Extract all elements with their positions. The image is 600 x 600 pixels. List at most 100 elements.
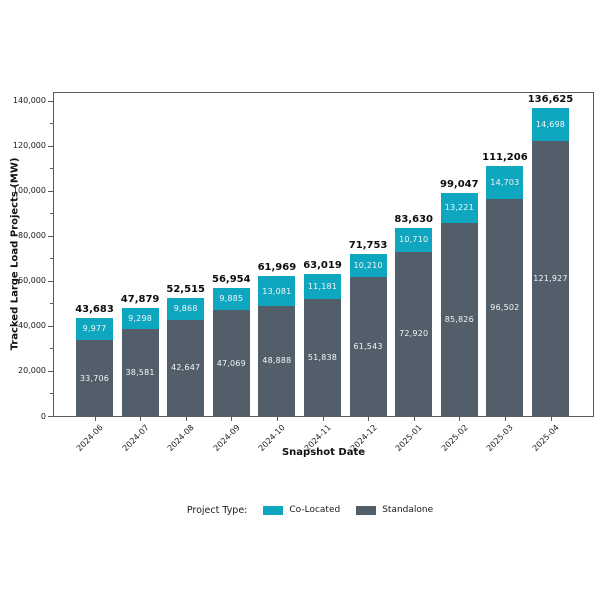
bar-total-label: 61,969 <box>257 262 297 274</box>
standalone-value-label: 48,888 <box>262 356 292 366</box>
standalone-swatch <box>356 505 377 515</box>
x-tick-mark <box>504 417 506 421</box>
co-located-value-label: 14,698 <box>535 120 566 130</box>
bar-segment-standalone: 96,502 <box>486 198 524 416</box>
co-located-value-label: 10,210 <box>353 261 383 271</box>
y-tick-mark <box>48 235 53 237</box>
standalone-value-label: 121,927 <box>533 274 568 284</box>
y-tick-label: 80,000 <box>18 231 46 241</box>
bar-total-label: 136,625 <box>527 94 574 106</box>
co-located-value-label: 9,977 <box>82 324 107 334</box>
bar-segment-standalone: 38,581 <box>121 329 159 416</box>
y-tick-mark <box>48 370 53 372</box>
y-minor-tick-mark <box>50 303 53 305</box>
bar-segment-co-located: 13,081 <box>258 276 296 306</box>
bar-segment-co-located: 14,703 <box>486 165 524 199</box>
y-tick-label: 0 <box>40 411 46 421</box>
y-minor-tick-mark <box>50 213 53 215</box>
bar-segment-standalone: 48,888 <box>258 305 296 416</box>
y-minor-tick-mark <box>50 348 53 350</box>
legend: Project Type: Co-Located Standalone <box>0 501 600 519</box>
bar-total-label: 111,206 <box>482 151 528 163</box>
bar-segment-standalone: 42,647 <box>167 319 205 416</box>
co-located-swatch <box>263 505 284 515</box>
y-tick-mark <box>48 416 53 417</box>
bar-segment-co-located: 14,698 <box>532 108 569 142</box>
standalone-value-label: 61,543 <box>353 342 383 352</box>
bar-segment-standalone: 33,706 <box>76 340 113 416</box>
legend-title: Project Type: <box>186 504 248 516</box>
bar-total-label: 83,630 <box>394 213 433 225</box>
x-tick-mark <box>185 417 187 421</box>
co-located-value-label: 10,710 <box>399 235 429 245</box>
standalone-value-label: 47,069 <box>216 358 246 368</box>
standalone-value-label: 42,647 <box>171 363 201 373</box>
co-located-value-label: 11,181 <box>307 282 338 292</box>
bar-segment-co-located: 11,181 <box>304 274 341 300</box>
x-tick-mark <box>94 417 96 421</box>
x-axis-title: Snapshot Date <box>281 447 366 458</box>
standalone-value-label: 38,581 <box>125 368 155 378</box>
x-tick-mark <box>550 417 552 421</box>
bar-segment-standalone: 47,069 <box>212 310 250 416</box>
y-tick-label: 120,000 <box>12 141 46 151</box>
co-located-value-label: 14,703 <box>490 177 520 187</box>
plot-area: 33,706 9,977 43,683 38,581 9,298 47,879 42,647… <box>53 92 594 417</box>
y-tick-mark <box>48 190 53 192</box>
bar-segment-co-located: 9,298 <box>121 308 159 330</box>
bar-segment-co-located: 10,210 <box>349 254 387 278</box>
standalone-value-label: 72,920 <box>399 329 429 339</box>
x-tick-mark <box>368 417 370 421</box>
x-tick-mark <box>276 417 278 421</box>
bar-segment-standalone: 61,543 <box>349 277 387 416</box>
legend-item-standalone: Standalone <box>356 505 433 515</box>
y-minor-tick-mark <box>50 393 53 395</box>
standalone-value-label: 51,838 <box>307 353 338 363</box>
bar-total-label: 56,954 <box>212 273 251 285</box>
y-tick-label: 140,000 <box>12 96 46 106</box>
bar-total-label: 99,047 <box>440 178 479 190</box>
bar-segment-co-located: 9,868 <box>167 297 205 320</box>
y-tick-mark <box>48 100 53 102</box>
y-minor-tick-mark <box>50 168 53 170</box>
co-located-value-label: 13,081 <box>262 286 292 296</box>
co-located-value-label: 9,298 <box>128 314 153 324</box>
bar-segment-standalone: 72,920 <box>395 251 433 416</box>
bar-segment-co-located: 9,977 <box>76 317 113 341</box>
legend-label-co-located: Co-Located <box>289 505 341 515</box>
standalone-value-label: 96,502 <box>490 302 520 312</box>
y-tick-mark <box>48 325 53 327</box>
legend-item-co-located: Co-Located <box>263 505 340 515</box>
y-tick-label: 20,000 <box>18 366 46 376</box>
co-located-value-label: 9,885 <box>219 294 244 304</box>
bar-segment-standalone: 121,927 <box>532 141 569 416</box>
bar-segment-standalone: 51,838 <box>304 299 341 416</box>
bar-total-label: 63,019 <box>303 260 342 272</box>
bar-total-label: 71,753 <box>348 240 388 252</box>
x-tick-mark <box>459 417 461 421</box>
co-located-value-label: 13,221 <box>444 203 474 213</box>
bar-segment-co-located: 13,221 <box>440 192 478 223</box>
bar-segment-standalone: 85,826 <box>440 222 478 416</box>
y-tick-label: 60,000 <box>18 276 46 286</box>
bar-total-label: 52,515 <box>166 283 205 295</box>
co-located-value-label: 9,868 <box>173 304 198 314</box>
y-tick-label: 100,000 <box>12 186 46 196</box>
standalone-value-label: 33,706 <box>79 373 110 383</box>
y-tick-label: 40,000 <box>18 321 46 331</box>
bar-segment-co-located: 10,710 <box>395 227 433 252</box>
y-minor-tick-mark <box>50 258 53 260</box>
x-tick-mark <box>413 417 415 421</box>
bar-segment-co-located: 9,885 <box>212 287 250 310</box>
y-minor-tick-mark <box>50 123 53 125</box>
standalone-value-label: 85,826 <box>444 314 474 324</box>
x-tick-mark <box>231 417 233 421</box>
x-tick-mark <box>140 417 142 421</box>
legend-label-standalone: Standalone <box>382 505 434 515</box>
y-tick-mark <box>48 145 53 147</box>
y-tick-mark <box>48 280 53 282</box>
bar-total-label: 47,879 <box>120 294 160 306</box>
bar-total-label: 43,683 <box>75 303 114 315</box>
x-tick-mark <box>322 417 324 421</box>
